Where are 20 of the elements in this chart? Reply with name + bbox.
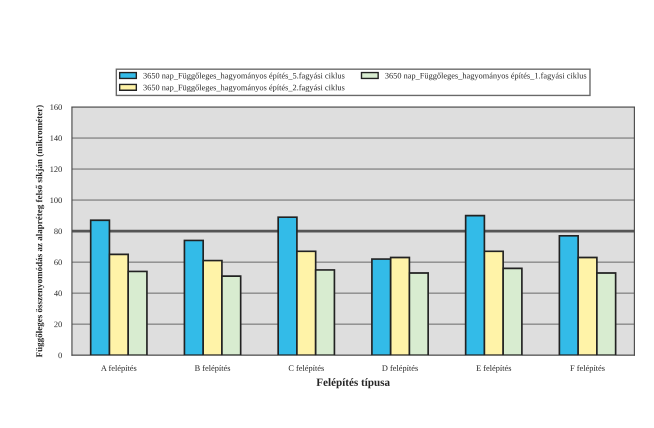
y-axis-title: Függőleges összenyomódás az alapréteg felső síkján (mikrométer) <box>36 105 44 358</box>
y-tick-label: 80 <box>54 228 62 234</box>
x-axis-title: Felépítés típusa <box>316 378 390 388</box>
legend-label: 3650 nap_Függőleges_hagyományos építés_1.fagyási ciklus <box>385 72 586 80</box>
y-tick-label: 40 <box>54 290 62 296</box>
y-tick-label: 120 <box>50 166 62 172</box>
x-tick-label: E felépítés <box>476 364 512 373</box>
y-tick-label: 60 <box>54 260 62 266</box>
y-tick-label: 100 <box>50 197 62 204</box>
legend-label: 3650 nap_Függőleges_hagyományos építés_5.fagyási ciklus <box>143 72 345 80</box>
x-tick-label: B felépítés <box>194 364 230 373</box>
y-tick-label: 20 <box>54 322 62 328</box>
x-tick-label: F felépítés <box>570 364 605 373</box>
y-tick-label: 140 <box>50 135 62 142</box>
y-tick-label: 160 <box>50 104 62 110</box>
x-tick-label: D felépítés <box>382 364 418 373</box>
y-tick-label: 0 <box>58 352 62 358</box>
legend-label: 3650 nap_Függőleges_hagyományos építés_2.fagyási ciklus <box>143 84 345 92</box>
x-tick-label: C felépítés <box>288 364 324 373</box>
x-tick-label: A felépítés <box>100 364 136 373</box>
